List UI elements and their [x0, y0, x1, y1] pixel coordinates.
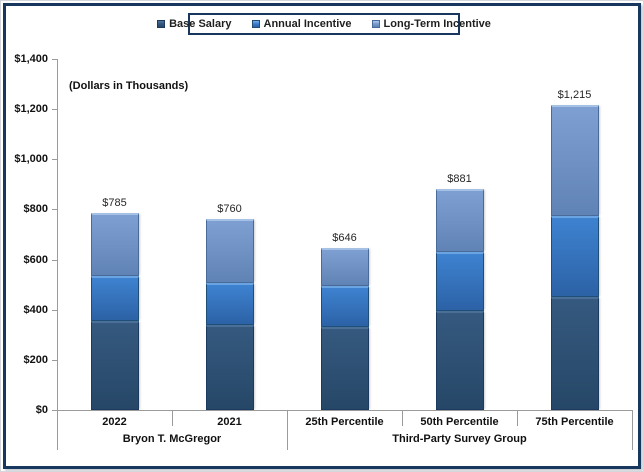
annual-incentive-segment	[320, 285, 369, 328]
y-axis-tick-mark	[52, 410, 57, 411]
base-salary-segment	[435, 310, 484, 410]
legend-label: Annual Incentive	[263, 18, 352, 30]
y-axis-tick-mark	[52, 59, 57, 60]
x-axis-category-label: 2022	[102, 416, 127, 428]
category-separator	[172, 410, 173, 426]
y-axis-tick-label: $1,000	[14, 153, 48, 166]
x-axis-category-label: 50th Percentile	[420, 416, 499, 428]
category-separator	[402, 410, 403, 426]
long-term-incentive-segment	[435, 189, 484, 253]
legend-label: Long-Term Incentive	[383, 18, 491, 30]
long-term-incentive-segment	[320, 248, 369, 286]
base-salary-segment	[90, 320, 139, 410]
annual-incentive-segment	[550, 215, 599, 298]
annual-incentive-segment	[205, 283, 254, 325]
legend: Base Salary Annual Incentive Long-Term Inc…	[157, 13, 491, 35]
annual-incentive-segment	[435, 252, 484, 311]
units-annotation: (Dollars in Thousands)	[69, 80, 189, 92]
y-axis-tick-mark	[52, 309, 57, 311]
y-axis-tick-mark	[52, 159, 57, 161]
x-axis-line	[57, 410, 632, 411]
long-term-incentive-segment	[205, 219, 254, 284]
base-salary-segment	[320, 327, 369, 410]
bar-total-label: $760	[217, 203, 242, 216]
y-axis-tick-mark	[52, 209, 57, 211]
legend-item-annual-incentive: Annual Incentive	[251, 18, 352, 30]
category-separator	[517, 410, 518, 426]
legend-swatch-long-term-incentive-icon	[371, 20, 380, 28]
legend-label: Base Salary	[169, 18, 232, 30]
long-term-incentive-segment	[90, 213, 139, 276]
y-axis-tick-label: $200	[23, 353, 48, 366]
bar-total-label: $881	[447, 173, 472, 186]
group-separator	[632, 410, 633, 450]
legend-swatch-annual-incentive-icon	[251, 20, 260, 28]
group-separator	[287, 410, 288, 450]
legend-swatch-base-salary-icon	[157, 20, 166, 28]
bar-total-label: $785	[102, 197, 127, 210]
base-salary-segment	[550, 297, 599, 410]
y-axis-line	[57, 59, 58, 410]
y-axis-tick-label: $1,400	[14, 53, 48, 65]
y-axis-tick-label: $800	[23, 203, 48, 216]
y-axis-tick-label: $400	[23, 303, 48, 316]
x-axis-category-label: 75th Percentile	[535, 416, 614, 428]
legend-item-base-salary: Base Salary	[157, 18, 232, 30]
base-salary-segment	[205, 324, 254, 410]
y-axis-tick-label: $0	[35, 404, 48, 416]
x-axis-group-label: Bryon T. McGregor	[122, 433, 222, 445]
y-axis-tick-mark	[52, 109, 57, 111]
x-axis-group-label: Third-Party Survey Group	[392, 433, 527, 445]
long-term-incentive-segment	[550, 105, 599, 216]
group-separator	[57, 410, 58, 450]
bar-total-label: $646	[332, 232, 357, 245]
bar-total-label: $1,215	[557, 89, 592, 102]
y-axis-tick-label: $600	[23, 253, 48, 266]
annual-incentive-segment	[90, 275, 139, 321]
y-axis-tick-mark	[52, 259, 57, 261]
y-axis-tick-label: $1,200	[14, 103, 48, 116]
x-axis-category-label: 25th Percentile	[305, 416, 384, 428]
y-axis-tick-mark	[52, 359, 57, 361]
x-axis-category-label: 2021	[217, 416, 242, 428]
legend-item-long-term-incentive: Long-Term Incentive	[371, 18, 491, 30]
